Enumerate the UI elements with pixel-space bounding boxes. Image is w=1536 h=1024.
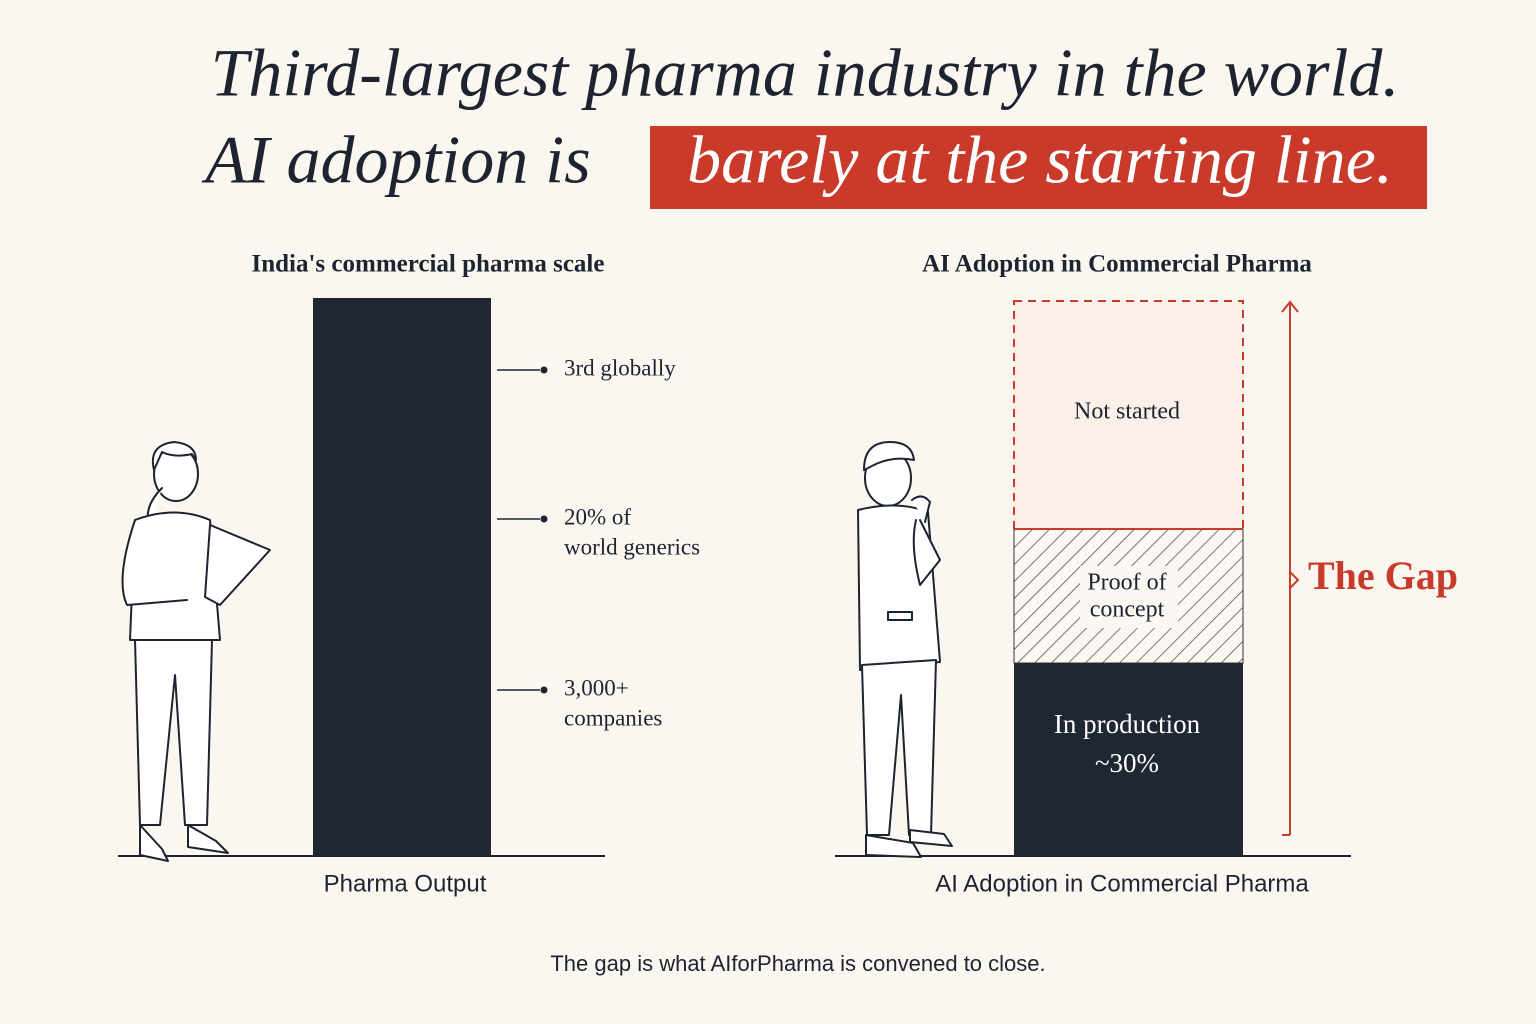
annotation-text: 3,000+ bbox=[564, 675, 629, 700]
axis-label: AI Adoption in Commercial Pharma bbox=[935, 870, 1309, 897]
axis-label: Pharma Output bbox=[324, 870, 487, 897]
segment-label: Not started bbox=[1074, 399, 1180, 425]
annotation-text: 3rd globally bbox=[564, 355, 676, 380]
annotation-text: companies bbox=[564, 705, 662, 730]
annotations: 3rd globally 20% of world generics 3,000+ co… bbox=[497, 355, 700, 730]
title-line-2: AI adoption is bbox=[201, 122, 590, 198]
segment-label: ~30% bbox=[1095, 748, 1159, 778]
segment-in-production bbox=[1014, 663, 1243, 856]
panel-title: India's commercial pharma scale bbox=[252, 251, 605, 278]
caption: The gap is what AIforPharma is convened … bbox=[550, 951, 1045, 976]
person-man bbox=[857, 441, 953, 858]
gap-arrow bbox=[1281, 300, 1300, 836]
panel-title: AI Adoption in Commercial Pharma bbox=[922, 251, 1312, 278]
person-woman bbox=[121, 441, 271, 862]
gap-label: The Gap bbox=[1308, 553, 1458, 598]
leader-dot bbox=[540, 515, 548, 523]
segment-label: In production bbox=[1054, 709, 1201, 739]
leader-dot bbox=[540, 686, 548, 694]
highlight-box bbox=[650, 126, 1427, 209]
title-highlight: barely at the starting line. bbox=[687, 122, 1393, 198]
output-bar bbox=[313, 298, 491, 856]
segment-label: Proof of bbox=[1087, 570, 1166, 596]
leader-dot bbox=[540, 366, 548, 374]
segment-label: concept bbox=[1090, 597, 1165, 623]
annotation-text: world generics bbox=[564, 534, 700, 559]
annotation-text: 20% of bbox=[564, 504, 631, 529]
title-line-1: Third-largest pharma industry in the wor… bbox=[211, 35, 1400, 111]
label-backdrop bbox=[1080, 566, 1178, 628]
segment-not-started bbox=[1013, 300, 1244, 530]
